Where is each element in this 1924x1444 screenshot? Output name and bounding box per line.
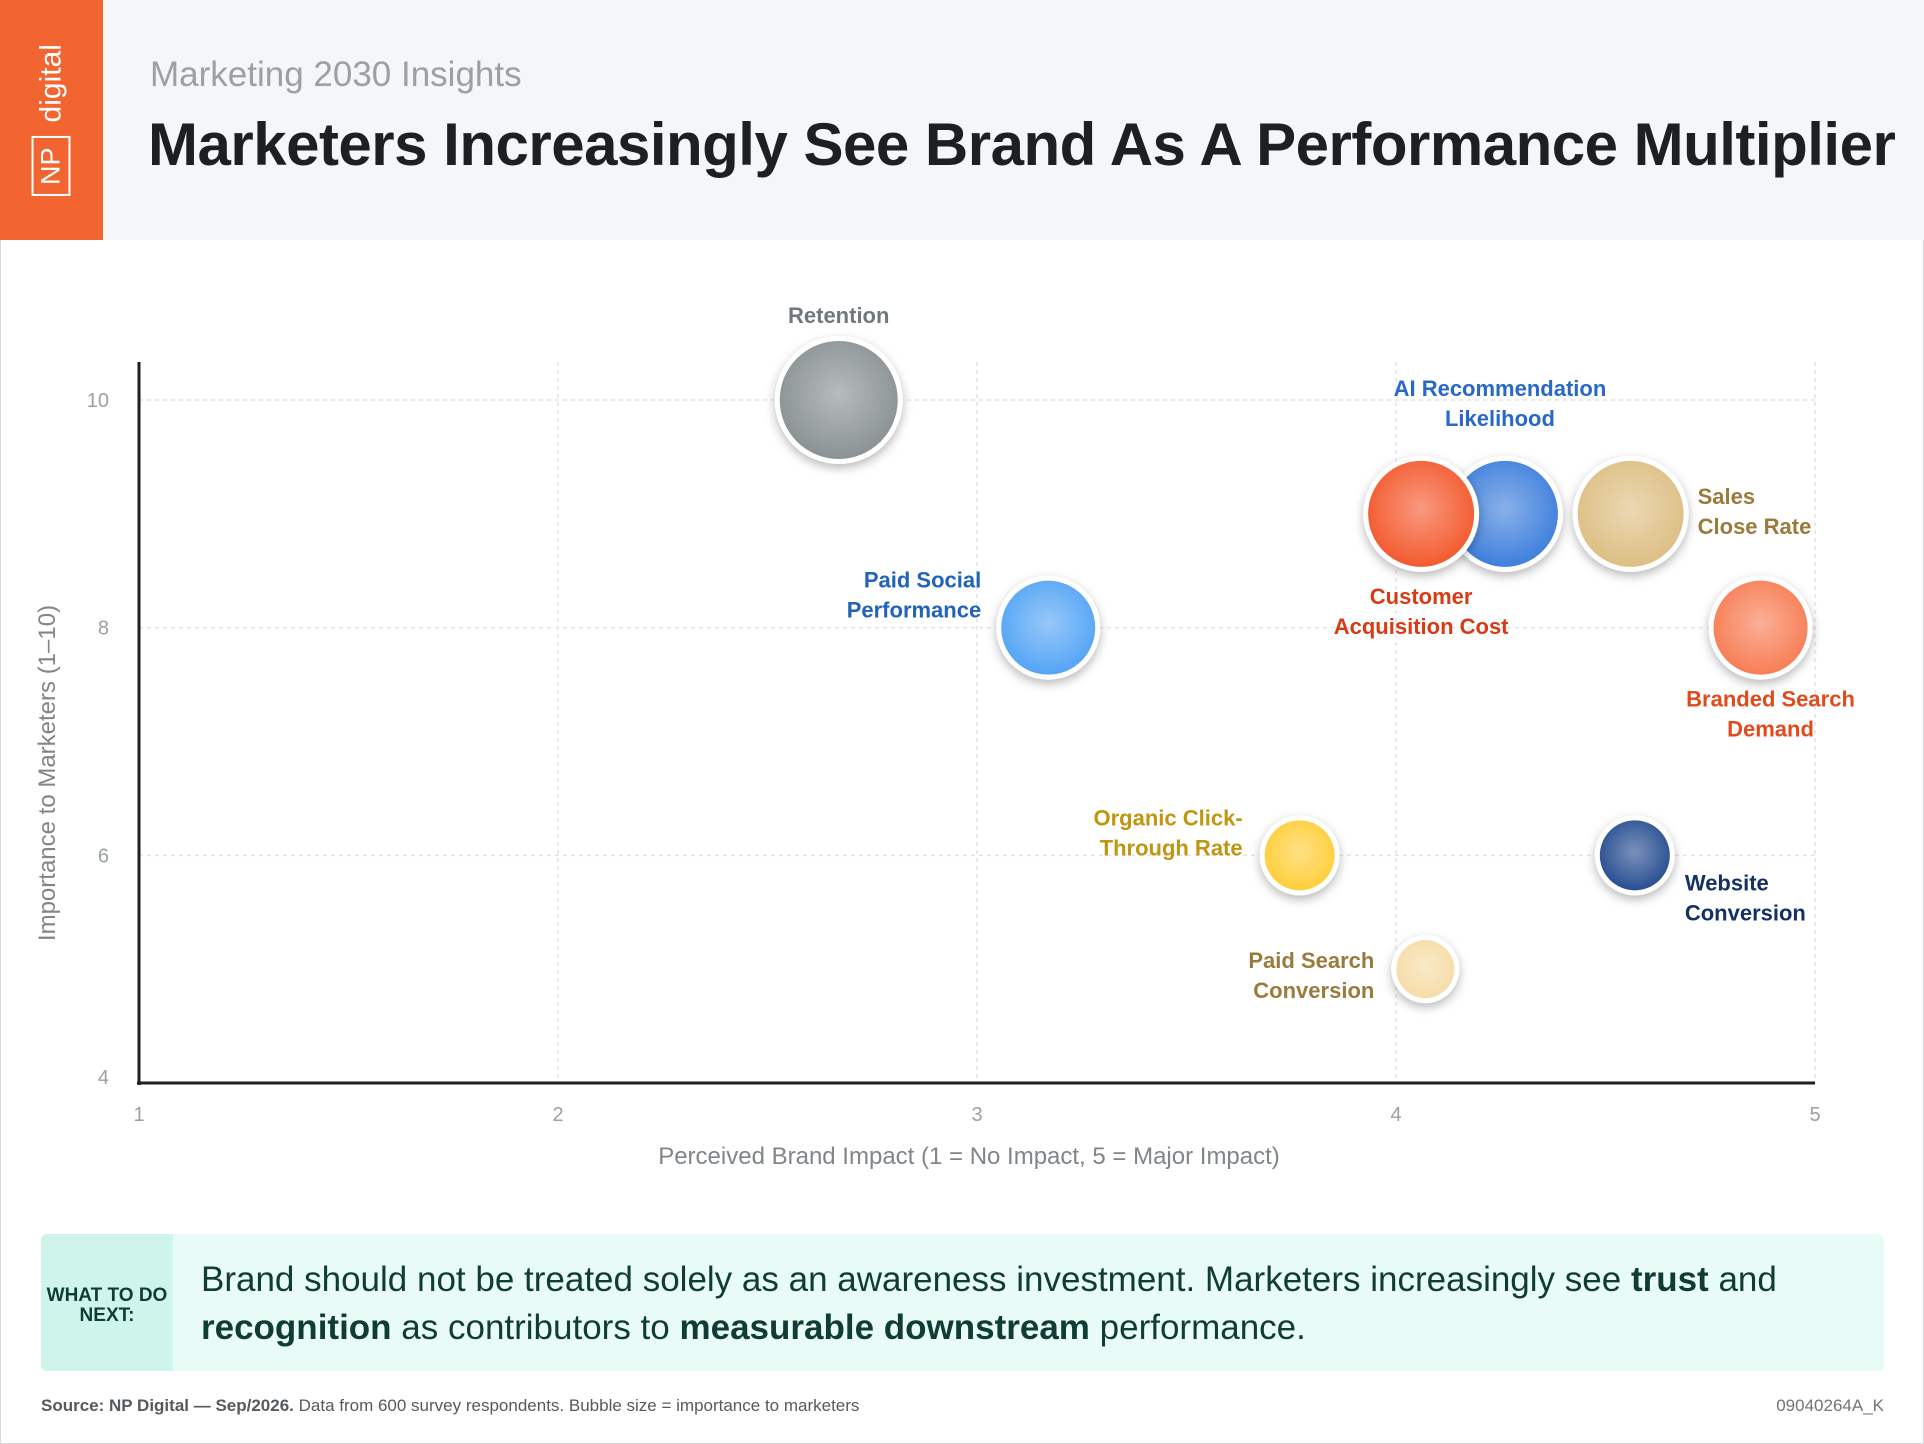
axes bbox=[137, 362, 1815, 1085]
callout-tag: WHAT TO DO NEXT: bbox=[41, 1234, 173, 1371]
label-paid-search-conversion: Paid Search Conversion bbox=[1248, 948, 1374, 1003]
x-axis-title: Perceived Brand Impact (1 = No Impact, 5… bbox=[0, 1143, 1850, 1171]
label-sales-close-rate: Sales Close Rate bbox=[1698, 484, 1812, 539]
callout-bold-recognition: recognition bbox=[201, 1308, 392, 1347]
label-paid-social-performance: Paid Social Performance bbox=[847, 568, 982, 623]
y-tick-label: 10 bbox=[87, 390, 109, 412]
header: NP digital Marketing 2030 Insights Marke… bbox=[0, 0, 1924, 240]
bubble-paid-search-conversion bbox=[1391, 935, 1460, 1004]
label-website-conversion: Website Conversion bbox=[1685, 870, 1806, 925]
page-title: Marketers Increasingly See Brand As A Pe… bbox=[148, 111, 1896, 178]
logo-np-text: NP bbox=[31, 136, 71, 196]
tick-labels: 1 2 3 4 5 4 6 8 10 bbox=[87, 390, 1821, 1126]
x-tick-label: 2 bbox=[552, 1104, 563, 1126]
x-tick-label: 1 bbox=[133, 1104, 144, 1126]
logo-digital-text: digital bbox=[34, 44, 67, 123]
source-note: Source: NP Digital — Sep/2026. Data from… bbox=[41, 1396, 859, 1416]
y-axis-title: Importance to Marketers (1–10) bbox=[34, 604, 61, 942]
bubble-chart: 1 2 3 4 5 4 6 8 10 Retention Paid Social Performan… bbox=[87, 303, 1855, 1126]
document-code: 09040264A_K bbox=[1776, 1396, 1884, 1415]
bubble-labels: Retention Paid Social Performance Organic C… bbox=[788, 303, 1855, 1003]
bubble-paid-social-performance bbox=[996, 575, 1101, 680]
label-retention: Retention bbox=[788, 303, 889, 328]
bubble-branded-search-demand bbox=[1708, 575, 1813, 680]
grid-lines bbox=[139, 362, 1816, 1083]
source-bold: Source: NP Digital — Sep/2026. bbox=[41, 1396, 294, 1415]
label-branded-search-demand: Branded Search Demand bbox=[1686, 687, 1855, 742]
bubble-ai-recommendation-likelihood bbox=[1446, 455, 1563, 572]
bubble-organic-click-through-rate bbox=[1259, 815, 1340, 896]
bubble-customer-acquisition-cost bbox=[1363, 455, 1480, 572]
x-tick-label: 5 bbox=[1809, 1104, 1820, 1126]
label-organic-click-through-rate: Organic Click-Through Rate bbox=[1093, 805, 1242, 860]
callout-text: Brand should not be treated solely as an… bbox=[201, 1260, 1777, 1347]
x-tick-label: 3 bbox=[971, 1104, 982, 1126]
x-tick-label: 4 bbox=[1390, 1104, 1401, 1126]
label-customer-acquisition-cost: Customer Acquisition Cost bbox=[1334, 584, 1509, 639]
y-tick-label: 8 bbox=[98, 618, 109, 640]
x-axis-title-text: Perceived Brand Impact (1 = No Impact, 5… bbox=[658, 1143, 1280, 1170]
source-rest: Data from 600 survey respondents. Bubble… bbox=[293, 1396, 860, 1415]
y-tick-label: 6 bbox=[98, 845, 109, 867]
callout-bold-downstream: measurable downstream bbox=[679, 1308, 1090, 1347]
next-steps-callout: WHAT TO DO NEXT: Brand should not be tre… bbox=[41, 1234, 1884, 1371]
bubble-website-conversion bbox=[1594, 815, 1675, 896]
callout-bold-trust: trust bbox=[1630, 1260, 1709, 1299]
np-digital-logo: NP digital bbox=[0, 0, 103, 240]
bubble-retention bbox=[774, 336, 903, 464]
page-subtitle: Marketing 2030 Insights bbox=[150, 55, 522, 94]
y-tick-label: 4 bbox=[98, 1067, 109, 1089]
label-ai-recommendation-likelihood: AI Recommendation Likelihood bbox=[1394, 376, 1607, 431]
callout-tag-text: WHAT TO DO NEXT: bbox=[46, 1285, 168, 1326]
bubbles bbox=[774, 336, 1813, 1004]
bubble-sales-close-rate bbox=[1572, 455, 1689, 572]
